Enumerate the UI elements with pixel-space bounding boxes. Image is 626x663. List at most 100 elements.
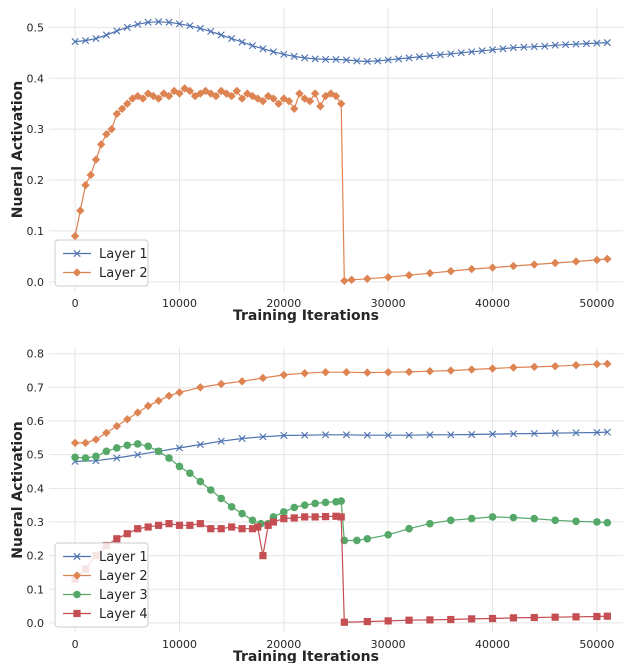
data-point [404,367,414,377]
data-point [551,516,559,525]
data-point [301,513,309,521]
data-point [113,454,121,462]
data-point [164,391,174,400]
data-point [290,52,298,60]
data-point [138,94,148,103]
data-point [217,379,226,389]
data-point [112,109,122,119]
data-point [107,124,116,134]
data-point [112,421,122,431]
data-point [353,536,361,545]
data-point [71,38,79,46]
x-tick-label: 0 [72,297,79,310]
data-point [311,499,319,508]
data-point [238,509,246,518]
data-point [582,40,591,48]
data-point [175,462,184,471]
data-point [572,429,580,437]
data-point [175,521,184,529]
data-point [280,515,288,523]
data-point [337,497,346,505]
data-point [71,453,79,462]
data-point [254,523,262,531]
data-point [123,441,132,450]
data-point [154,94,163,103]
data-point [154,521,163,529]
data-point [342,431,351,439]
data-point [530,514,539,523]
data-point [488,263,497,272]
data-point [509,430,518,438]
data-point [550,258,560,268]
data-point [269,518,277,526]
data-point [384,56,392,64]
data-point [404,271,414,280]
data-point [509,44,518,52]
data-point [509,261,518,271]
data-point [447,615,455,624]
data-point [91,155,101,164]
x-tick-label: 10000 [162,297,197,310]
data-point [499,45,507,53]
data-point [222,89,231,98]
data-point [572,517,580,526]
data-point [165,454,173,462]
data-point [280,508,288,516]
data-point [227,91,236,101]
x-tick-label: 10000 [162,638,197,651]
data-point [530,429,538,438]
x-tick-label: 30000 [371,638,406,651]
data-point [337,513,345,521]
data-point [551,41,559,49]
data-point [123,530,131,538]
data-point [117,104,127,113]
data-point [425,367,435,376]
data-point [133,440,142,448]
data-point [363,617,371,626]
data-point [342,56,351,64]
legend-label: Layer 2 [99,569,148,584]
data-point [603,39,611,47]
legend: Layer 1 Layer 2 [54,239,149,287]
data-point [383,273,393,282]
data-point [113,444,121,452]
data-point [113,535,121,543]
data-point [457,49,465,57]
data-point [488,614,497,623]
data-point [279,94,289,103]
data-point [446,366,455,375]
legend-label: Layer 1 [99,247,148,262]
data-point [264,521,272,529]
data-point [384,530,392,539]
data-point [92,452,100,461]
data-point [175,20,184,28]
legend-item: Layer 1 [63,247,148,262]
data-point [603,359,612,369]
y-tick-label: 0.4 [27,482,45,495]
data-point [316,102,325,111]
data-point [217,525,225,533]
data-point [551,429,559,437]
data-point [175,89,184,98]
data-point [144,442,152,451]
data-point [76,206,85,215]
data-point [196,24,204,32]
data-point [165,520,173,528]
data-point [290,104,299,113]
data-point [113,27,121,35]
data-point [425,268,435,278]
data-point [207,525,215,533]
data-point [374,57,382,65]
series-layer-1 [71,18,611,66]
x-tick-label: 20000 [266,638,301,651]
legend-label: Layer 2 [99,266,148,281]
data-point [593,428,601,437]
data-point [217,31,225,39]
data-point [300,501,309,509]
y-axis-title: Nueral Activation [10,81,26,218]
data-point [248,516,257,525]
data-point [467,514,476,523]
data-point [102,130,111,139]
data-point [232,86,242,96]
data-point [447,431,455,439]
